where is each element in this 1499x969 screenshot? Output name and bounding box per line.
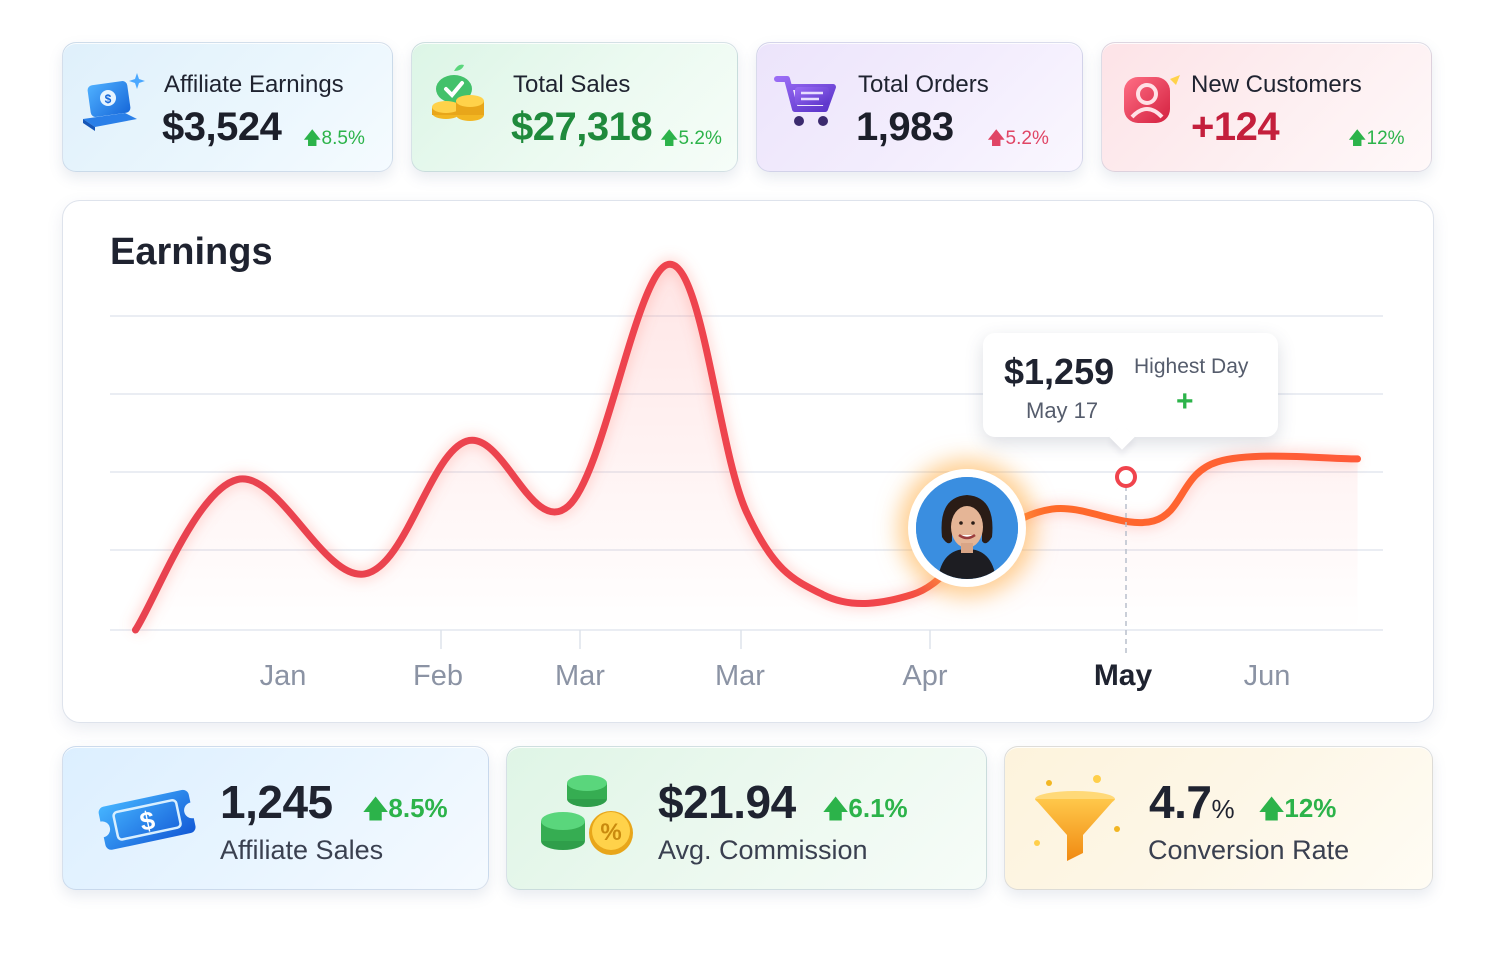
laptop-money-icon: $ [83,73,145,131]
stat-delta: 🡅5.2% [660,126,722,156]
stat-unit: % [1211,794,1235,824]
stat-delta-value: 12% [1366,128,1405,149]
stat-label: Total Orders [858,71,989,98]
user-badge-icon [1124,75,1180,123]
svg-text:%: % [600,819,621,846]
avatar[interactable] [908,469,1026,587]
coins-stack-icon [432,64,484,121]
highlight-point [1115,466,1137,488]
stat-value: $21.94 [658,776,796,828]
person-portrait-icon [916,477,1018,579]
stat-delta: 🡅8.5% [303,126,365,156]
stat-card-affiliate-earnings[interactable]: $ Affiliate Earnings $3,524 🡅8.5% [62,42,393,172]
stat-label: Conversion Rate [1148,835,1350,865]
x-tick-label: Feb [413,660,463,692]
stat-label: Total Sales [513,71,631,98]
stat-card-new-customers[interactable]: New Customers +124 🡅12% [1101,42,1432,172]
stat-delta-value: 5.2% [1005,128,1049,149]
shopping-cart-icon [774,76,836,126]
earnings-line-chart[interactable]: Jan Feb Mar Mar Apr May Jun [63,201,1435,724]
stat-value: $3,524 [162,105,282,149]
svg-text:$: $ [105,92,112,106]
stat-card-total-orders[interactable]: Total Orders 1,983 🡅5.2% [756,42,1083,172]
stat-delta: 🡅6.1% [823,791,908,833]
tooltip-date: May 17 [1026,398,1099,423]
stat-delta: 🡅12% [1348,126,1405,156]
stat-delta-value: 5.2% [678,128,722,149]
stat-value-number: 4.7 [1149,776,1212,828]
earnings-line [131,260,1362,634]
stat-value: 1,983 [856,105,954,149]
arrow-up-icon: 🡅 [823,796,849,823]
dollar-ticket-icon: $ [98,789,196,850]
stat-delta-value: 8.5% [388,793,448,823]
stat-delta-value: 8.5% [321,128,365,149]
svg-text:$: $ [137,805,158,837]
tooltip-label: Highest Day [1134,355,1249,378]
stat-value: 1,245 [220,776,333,828]
stat-label: Affiliate Sales [220,835,384,865]
tooltip-value: $1,259 [1004,351,1115,392]
stat-card-affiliate-sales[interactable]: $ 1,245 🡅8.5% Affiliate Sales [62,746,489,890]
x-tick-label: May [1094,659,1153,692]
stat-card-avg-commission[interactable]: % $21.94 🡅6.1% Avg. Commission [506,746,987,890]
x-tick-label: Mar [715,660,765,692]
stat-value: 4.7% [1149,775,1235,829]
stat-label: Affiliate Earnings [164,71,344,98]
stat-delta: 🡅5.2% [987,126,1049,156]
x-tick-label: Jan [260,660,307,692]
stat-label: Avg. Commission [658,835,868,865]
earnings-chart-card: Earnings Jan Feb Mar Mar Apr May Jun [62,200,1434,723]
stat-delta-value: 12% [1284,793,1337,823]
chart-title: Earnings [110,231,273,273]
funnel-icon [1034,775,1120,861]
earnings-area [135,264,1358,630]
arrow-up-icon: 🡅 [363,796,389,823]
stat-delta: 🡅12% [1259,791,1336,833]
plus-icon: + [1176,385,1194,418]
arrow-up-icon: 🡅 [1259,796,1285,823]
stat-delta-value: 6.1% [848,793,908,823]
x-tick-label: Apr [902,660,947,692]
stat-value: +124 [1191,105,1280,149]
x-tick-label: Jun [1244,660,1291,692]
stat-card-total-sales[interactable]: Total Sales $27,318 🡅5.2% [411,42,738,172]
arrow-up-icon: 🡅 [1348,128,1367,148]
arrow-up-icon: 🡅 [987,128,1006,148]
arrow-up-icon: 🡅 [660,128,679,148]
stat-value: $27,318 [511,105,653,149]
stat-label: New Customers [1191,71,1362,98]
x-tick-label: Mar [555,660,605,692]
coins-percent-icon: % [541,775,633,855]
highest-day-tooltip: $1,259 Highest Day May 17 + [983,333,1278,437]
stat-card-conversion-rate[interactable]: 4.7% 🡅12% Conversion Rate [1004,746,1433,890]
stat-delta: 🡅8.5% [363,791,448,833]
arrow-up-icon: 🡅 [303,128,322,148]
